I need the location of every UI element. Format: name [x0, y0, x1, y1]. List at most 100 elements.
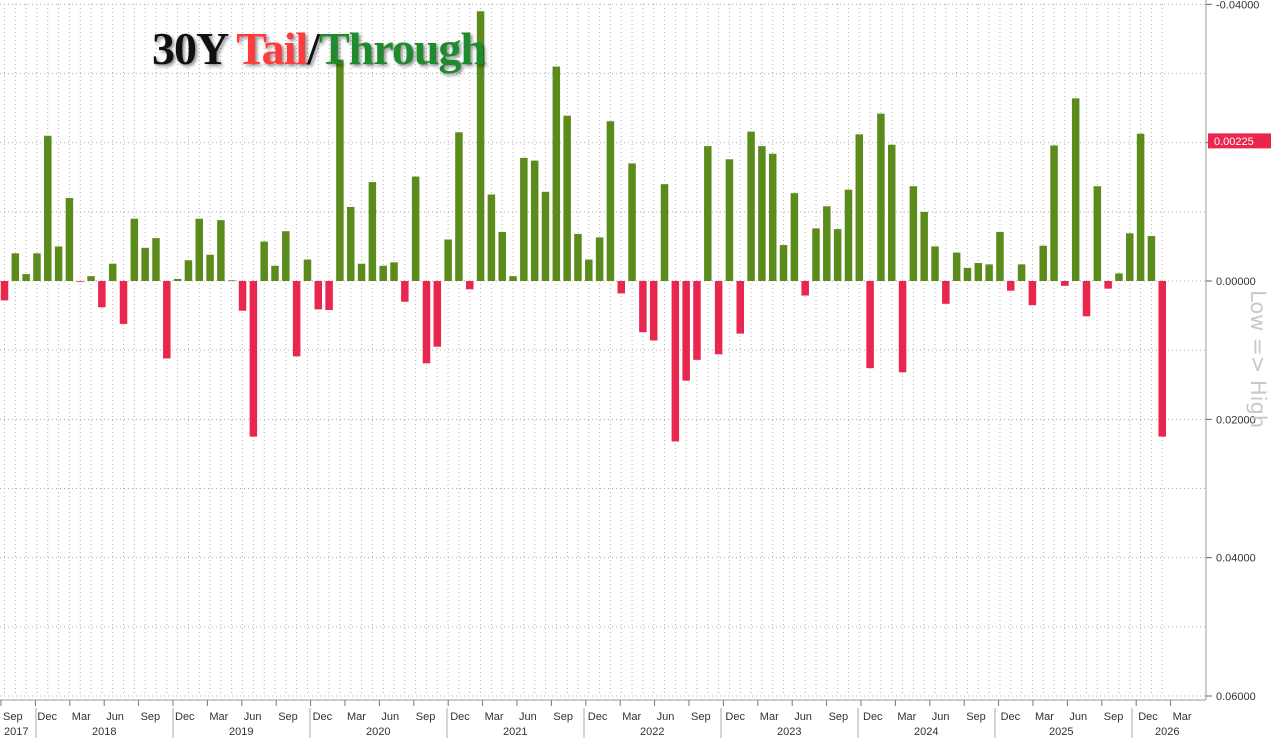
- title-part-through: Through: [319, 23, 486, 74]
- bar: [466, 281, 474, 290]
- x-month-label: Mar: [760, 711, 779, 723]
- bar: [520, 157, 528, 281]
- bar: [108, 263, 117, 281]
- bar: [628, 163, 636, 281]
- bar: [768, 153, 777, 281]
- bar: [44, 135, 52, 281]
- x-month-label: Sep: [278, 711, 298, 723]
- bar: [920, 211, 928, 281]
- x-month-label: Mar: [1173, 711, 1192, 723]
- bar: [455, 132, 463, 281]
- x-year-label: 2024: [914, 726, 938, 738]
- bar: [54, 246, 63, 281]
- bar: [195, 218, 204, 281]
- bar: [1050, 145, 1058, 281]
- bar: [779, 245, 788, 281]
- bar: [736, 281, 745, 334]
- x-month-label: Sep: [966, 711, 986, 723]
- y-tick-label: 0.02000: [1216, 414, 1256, 426]
- y-tick-label: 0.00000: [1216, 276, 1256, 288]
- bar: [909, 186, 918, 281]
- bar: [98, 281, 106, 308]
- bar: [1039, 245, 1047, 281]
- bar: [130, 218, 139, 281]
- bar: [1126, 233, 1134, 281]
- bar: [974, 263, 983, 281]
- bar: [704, 146, 712, 281]
- bar: [411, 176, 420, 281]
- side-label: Low => High: [1234, 290, 1271, 440]
- x-month-label: Dec: [450, 711, 470, 723]
- bar: [1071, 98, 1080, 282]
- bar: [498, 231, 506, 281]
- bar: [585, 259, 593, 281]
- x-month-label: Jun: [381, 711, 399, 723]
- x-year-label: 2025: [1049, 726, 1073, 738]
- bar: [368, 182, 377, 281]
- x-month-label: Dec: [863, 711, 883, 723]
- x-month-label: Sep: [3, 711, 23, 723]
- bar: [303, 259, 312, 281]
- x-year-label: 2023: [777, 726, 801, 738]
- bar: [509, 276, 517, 281]
- bar: [271, 265, 279, 281]
- bar: [887, 144, 896, 281]
- bar: [714, 281, 723, 355]
- bar: [1061, 281, 1069, 286]
- chart-title: 30Y Tail/Through: [152, 22, 486, 75]
- bar: [1115, 273, 1123, 281]
- x-month-label: Mar: [347, 711, 366, 723]
- bar: [282, 231, 290, 281]
- grid: [0, 3, 1205, 697]
- bar: [1093, 186, 1102, 281]
- bar: [866, 281, 874, 369]
- bar: [801, 281, 809, 296]
- bar: [898, 281, 907, 373]
- x-year-label: 2026: [1155, 726, 1179, 738]
- last-value-label: 0.00225: [1214, 136, 1254, 148]
- bar: [1017, 264, 1026, 281]
- bar: [206, 254, 214, 281]
- bar: [952, 252, 961, 281]
- x-month-label: Sep: [416, 711, 436, 723]
- x-year-label: 2021: [503, 726, 527, 738]
- x-month-label: Jun: [932, 711, 950, 723]
- x-month-label: Dec: [588, 711, 608, 723]
- x-month-label: Sep: [829, 711, 849, 723]
- x-month-label: Jun: [244, 711, 262, 723]
- x-month-label: Jun: [657, 711, 675, 723]
- bar: [877, 113, 885, 281]
- bar: [617, 281, 625, 294]
- bar: [563, 115, 571, 281]
- bar: [325, 281, 333, 311]
- x-month-label: Dec: [37, 711, 57, 723]
- x-year-label: 2017: [4, 726, 28, 738]
- bar: [314, 281, 323, 310]
- x-month-label: Jun: [519, 711, 537, 723]
- x-month-label: Dec: [725, 711, 745, 723]
- bar: [65, 198, 74, 281]
- bar: [401, 281, 409, 302]
- x-month-label: Dec: [1001, 711, 1021, 723]
- bar: [812, 228, 820, 281]
- title-part-tail: Tail: [236, 23, 308, 74]
- bar: [758, 146, 766, 281]
- x-month-label: Dec: [313, 711, 333, 723]
- bar: [33, 253, 41, 281]
- bar: [823, 206, 831, 281]
- side-label-text: Low => High: [1246, 290, 1270, 429]
- bar: [660, 184, 669, 281]
- bar: [422, 281, 431, 364]
- bar: [476, 11, 485, 281]
- x-month-label: Mar: [209, 711, 228, 723]
- bar: [595, 237, 604, 281]
- bar: [390, 262, 398, 281]
- x-month-label: Dec: [175, 711, 195, 723]
- bar: [1028, 281, 1037, 306]
- last-value-badge: [1208, 133, 1271, 149]
- x-year-label: 2019: [229, 726, 253, 738]
- x-month-label: Sep: [141, 711, 161, 723]
- y-tick-label: 0.06000: [1216, 691, 1256, 703]
- x-year-label: 2022: [640, 726, 664, 738]
- bar: [844, 189, 853, 281]
